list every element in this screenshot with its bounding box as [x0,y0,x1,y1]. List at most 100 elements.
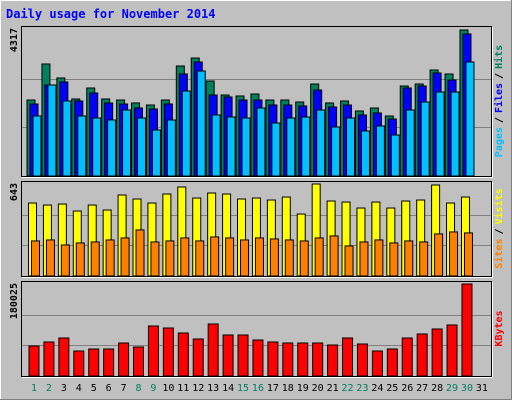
legend-separator: / [494,228,505,234]
x-tick-label: 9 [150,383,156,394]
bar [58,337,70,377]
bar [327,344,339,377]
x-tick-label: 1 [31,383,37,394]
bar [32,115,42,177]
bar [147,325,159,377]
bar [282,342,294,377]
bar [431,328,443,377]
x-tick-label: 20 [312,383,324,394]
bar [207,323,219,377]
bar [390,134,400,177]
x-tick-label: 6 [106,383,112,394]
bar [386,348,398,377]
bar [312,342,324,377]
bar [241,117,251,177]
legend-entry: Visits [493,188,505,224]
bar [222,334,234,377]
x-tick-label: 18 [282,383,294,394]
bar [360,130,370,177]
bar [449,231,459,277]
bar [75,242,85,277]
bar [374,239,384,277]
bar [269,238,279,277]
bar [107,119,117,177]
bar [299,240,309,277]
bar [192,338,204,377]
x-tick-label: 7 [121,383,127,394]
legend: Sites / Visits [493,188,505,268]
x-tick-label: 13 [207,383,219,394]
bar [195,240,205,277]
bar [450,91,460,177]
bar [165,240,175,277]
y-tick-label: 4317 [9,28,20,52]
bar [316,109,326,177]
x-tick-label: 22 [342,383,354,394]
bar [240,239,250,277]
legend-entry: Sites [493,239,505,269]
bar [461,283,473,377]
legend: Pages / Files / Hits [493,45,505,157]
bar [92,117,102,177]
bar [177,332,189,377]
bar [150,241,160,277]
bar [133,346,145,377]
bar [371,350,383,377]
bar [226,116,236,177]
bar [446,324,458,377]
x-tick-label: 26 [401,383,413,394]
legend-entry: Hits [493,45,505,69]
x-tick-label: 10 [162,383,174,394]
x-tick-label: 3 [61,383,67,394]
legend-entry: Files [493,83,505,113]
bar [237,334,249,377]
bar [60,244,70,277]
bar [401,337,413,377]
y-tick-label: 643 [9,183,20,201]
x-tick-label: 19 [297,383,309,394]
bar [225,237,235,277]
legend-separator: / [494,73,505,79]
x-tick-label: 15 [237,383,249,394]
bar [196,70,206,177]
x-tick-label: 12 [192,383,204,394]
bar [297,342,309,377]
bar [284,239,294,277]
bar [151,129,161,177]
bar [256,107,266,177]
bar [359,241,369,277]
bar [301,116,311,177]
bar [252,339,264,377]
x-tick-label: 23 [356,383,368,394]
bar [286,117,296,177]
bar [62,100,72,177]
bar [31,240,40,277]
bar [267,341,279,377]
bar [162,327,174,377]
bar [28,345,40,377]
bar [45,239,55,277]
bar [405,109,415,177]
x-tick-label: 16 [252,383,264,394]
bar [344,245,354,277]
bar [254,237,264,277]
bar [375,125,385,177]
legend-entry: Pages [494,127,505,157]
x-tick-label: 17 [267,383,279,394]
bar [180,237,190,277]
x-tick-label: 30 [461,383,473,394]
x-tick-label: 4 [76,383,82,394]
x-tick-label: 5 [91,383,97,394]
bar [43,341,55,377]
bar [135,229,145,277]
bar [77,115,87,177]
legend-separator: / [494,117,505,123]
y-tick-label: 180025 [9,283,20,319]
x-tick-label: 24 [371,383,383,394]
bar [210,236,220,277]
bar [122,109,132,177]
x-tick-label: 25 [386,383,398,394]
x-tick-label: 29 [446,383,458,394]
x-tick-label: 21 [327,383,339,394]
